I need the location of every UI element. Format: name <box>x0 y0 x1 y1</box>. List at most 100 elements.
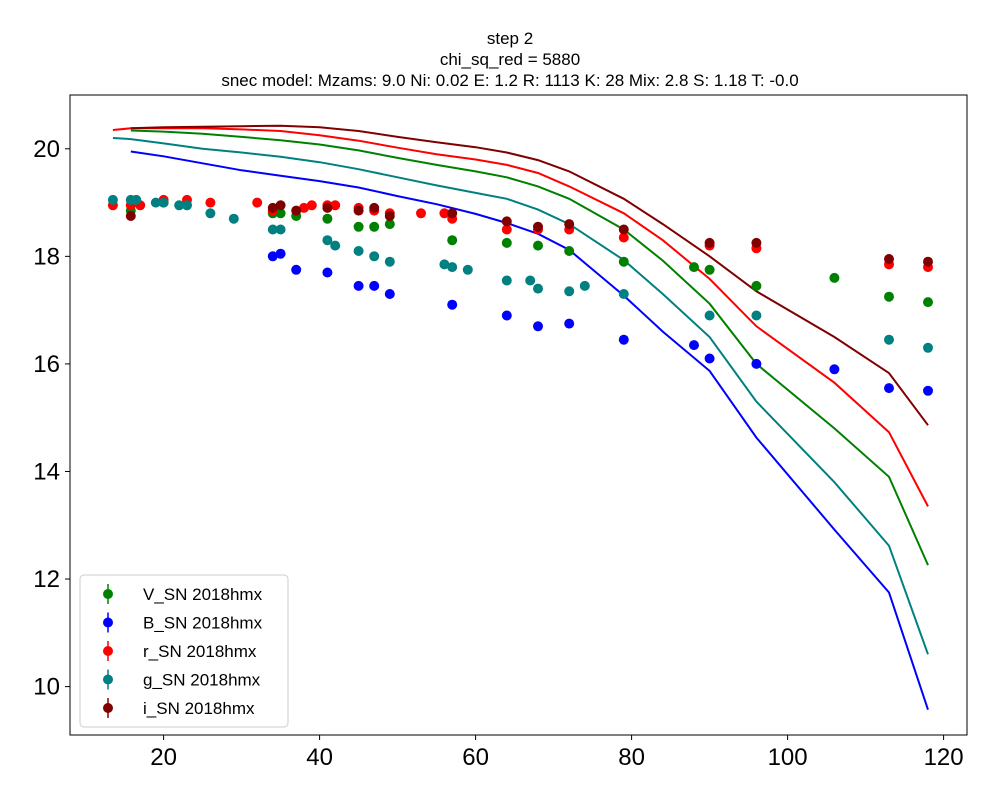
data-point-r <box>330 200 341 211</box>
data-point-i <box>275 200 286 211</box>
data-point-i <box>618 224 629 235</box>
data-point-g <box>322 235 333 246</box>
data-point-v <box>923 297 933 308</box>
data-point-b <box>564 318 575 329</box>
chart-title-chi-sq: chi_sq_red = 5880 <box>439 50 581 69</box>
data-point-b <box>369 280 380 291</box>
data-point-g <box>447 262 458 273</box>
data-point-v <box>751 280 762 291</box>
data-point-v <box>369 221 380 232</box>
data-points <box>107 194 933 396</box>
data-point-g <box>107 194 118 205</box>
data-point-v <box>704 264 715 275</box>
data-point-g <box>533 283 543 294</box>
y-tick-label: 20 <box>33 136 60 163</box>
legend-marker <box>103 703 113 713</box>
x-axis-ticks: 20 40 60 80 100 120 <box>150 735 964 771</box>
model-line-b <box>130 150 929 711</box>
data-point-g <box>150 197 161 208</box>
data-point-g <box>205 208 216 219</box>
data-point-r <box>205 197 216 208</box>
data-point-b <box>704 353 715 364</box>
y-tick-label: 16 <box>33 351 60 378</box>
x-tick-label: 80 <box>618 744 645 771</box>
data-point-i <box>564 219 575 230</box>
data-point-v <box>501 237 512 248</box>
data-point-g <box>131 194 142 205</box>
data-point-g <box>228 213 239 224</box>
data-point-g <box>174 200 185 211</box>
data-point-i <box>533 221 543 232</box>
data-point-g <box>353 246 364 256</box>
data-point-r <box>439 208 450 219</box>
data-point-g <box>923 342 933 353</box>
data-point-g <box>704 310 715 321</box>
data-point-i <box>125 211 136 221</box>
data-point-v <box>533 240 543 251</box>
data-point-v <box>322 213 333 224</box>
data-point-v <box>689 262 699 273</box>
data-point-i <box>923 256 933 267</box>
data-point-r <box>416 208 426 219</box>
data-point-g <box>330 240 341 251</box>
model-line-v <box>130 129 929 566</box>
legend-label: B_SN 2018hmx <box>143 614 263 633</box>
data-point-v <box>884 291 894 302</box>
data-point-i <box>704 237 715 248</box>
data-point-b <box>275 248 286 259</box>
legend-marker <box>103 617 113 628</box>
data-point-g <box>501 275 512 286</box>
data-point-i <box>384 211 395 221</box>
x-tick-label: 60 <box>462 744 489 771</box>
chart-title-model: snec model: Mzams: 9.0 Ni: 0.02 E: 1.2 R… <box>221 71 799 90</box>
x-tick-label: 120 <box>924 744 964 771</box>
data-point-v <box>564 246 575 256</box>
data-point-b <box>322 267 333 278</box>
data-point-i <box>267 202 278 213</box>
data-point-g <box>564 286 575 297</box>
legend-marker <box>103 589 113 599</box>
y-tick-label: 18 <box>33 243 60 270</box>
model-line-r <box>112 127 929 507</box>
data-point-b <box>267 251 278 262</box>
data-point-g <box>369 251 380 262</box>
data-point-v <box>447 235 458 246</box>
data-point-i <box>884 254 894 264</box>
data-point-v <box>353 221 364 232</box>
data-point-b <box>353 280 364 291</box>
data-point-b <box>618 334 629 345</box>
axes-frame <box>69 94 968 736</box>
data-point-g <box>158 197 169 208</box>
data-point-r <box>618 232 629 243</box>
data-point-i <box>353 205 364 216</box>
data-point-g <box>525 275 536 286</box>
model-line-g <box>112 137 929 655</box>
data-point-g <box>182 200 192 211</box>
x-tick-label: 100 <box>768 744 808 771</box>
data-point-i <box>501 216 512 227</box>
data-point-b <box>884 383 894 394</box>
legend-box <box>79 574 289 728</box>
data-point-b <box>291 264 302 275</box>
model-line-i <box>130 124 929 426</box>
data-point-i <box>447 208 458 219</box>
data-point-r <box>299 202 309 213</box>
x-tick-label: 40 <box>306 744 333 771</box>
chart-title-step: step 2 <box>486 29 534 48</box>
data-point-b <box>384 289 395 299</box>
legend-label: i_SN 2018hmx <box>143 699 255 718</box>
data-point-v <box>618 256 629 267</box>
data-point-g <box>267 224 278 235</box>
data-point-i <box>751 237 762 248</box>
data-point-g <box>579 280 590 291</box>
data-point-v <box>384 219 395 230</box>
y-tick-label: 12 <box>33 566 60 593</box>
legend: V_SN 2018hmx B_SN 2018hmx r_SN 2018hmx g_SN… <box>79 574 289 728</box>
data-point-b <box>751 358 762 369</box>
data-point-v <box>829 272 840 283</box>
data-point-g <box>439 259 450 270</box>
data-point-b <box>689 340 699 351</box>
data-point-r <box>501 224 512 235</box>
